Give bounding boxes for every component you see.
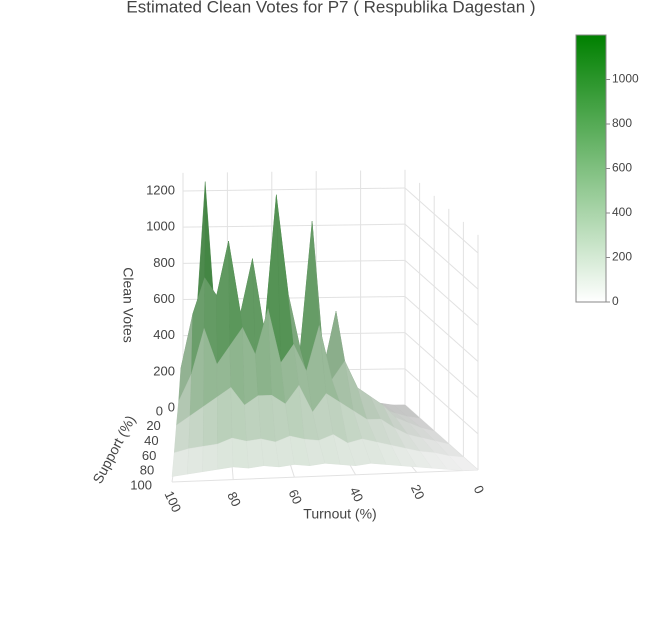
z-grid-line — [404, 296, 479, 362]
y-tick-label: 60 — [142, 448, 156, 463]
z-grid-line — [404, 223, 479, 290]
surface-cell — [231, 437, 249, 469]
z-tick-label: 1000 — [146, 219, 175, 234]
z-tick-label: 600 — [153, 291, 175, 306]
z-tick-label: 200 — [153, 363, 175, 378]
surface-cell — [246, 438, 265, 469]
colorbar — [575, 34, 607, 303]
z-tick-label: 0 — [168, 399, 175, 414]
surface-cell — [202, 443, 219, 472]
z-grid-line — [182, 259, 406, 264]
colorbar-tick-label: 800 — [612, 116, 632, 130]
z-axis-title: Clean Votes — [120, 267, 136, 343]
x-axis-title: Turnout (%) — [303, 506, 376, 522]
y-tick-label: 100 — [130, 477, 152, 492]
chart-title: Estimated Clean Votes for P7 ( Respublik… — [126, 0, 535, 16]
y-axis-title: Support (%) — [89, 413, 138, 486]
x-tick-label: 80 — [224, 489, 244, 508]
surface-cell — [217, 387, 233, 445]
z-grid-line — [404, 332, 479, 399]
colorbar-tick-label: 400 — [612, 205, 632, 219]
x-tick-label: 0 — [471, 483, 488, 496]
z-grid-line — [182, 187, 406, 192]
z-grid-line — [404, 368, 479, 435]
surface-cell — [216, 240, 230, 365]
x-tick-label: 100 — [162, 489, 185, 515]
z-tick-label: 1200 — [146, 182, 175, 197]
surface-cell — [187, 446, 204, 475]
surface — [171, 181, 479, 477]
scene: 0200400600800100012000204060801000204060… — [89, 169, 488, 522]
x-tick-label: 40 — [347, 485, 367, 504]
colorbar-tick-label: 1000 — [612, 72, 639, 86]
colorbar-tick-label: 600 — [612, 161, 632, 175]
z-grid-line — [404, 259, 479, 326]
y-tick-label: 40 — [144, 433, 158, 448]
z-grid-line — [182, 223, 406, 228]
colorbar-tick-label: 200 — [612, 250, 632, 264]
surface-cell — [171, 448, 189, 477]
y-tick-label: 0 — [156, 403, 163, 418]
x-tick-label: 60 — [286, 487, 306, 506]
y-tick-label: 20 — [146, 418, 160, 433]
z-tick-label: 800 — [153, 255, 175, 270]
z-tick-label: 400 — [153, 327, 175, 342]
z-grid-line — [404, 187, 479, 254]
y-tick-label: 80 — [140, 463, 154, 478]
surface-cell — [448, 455, 479, 471]
x-tick-label: 20 — [408, 482, 428, 501]
y-grid-line — [171, 469, 479, 483]
colorbar-tick-label: 0 — [612, 294, 619, 308]
